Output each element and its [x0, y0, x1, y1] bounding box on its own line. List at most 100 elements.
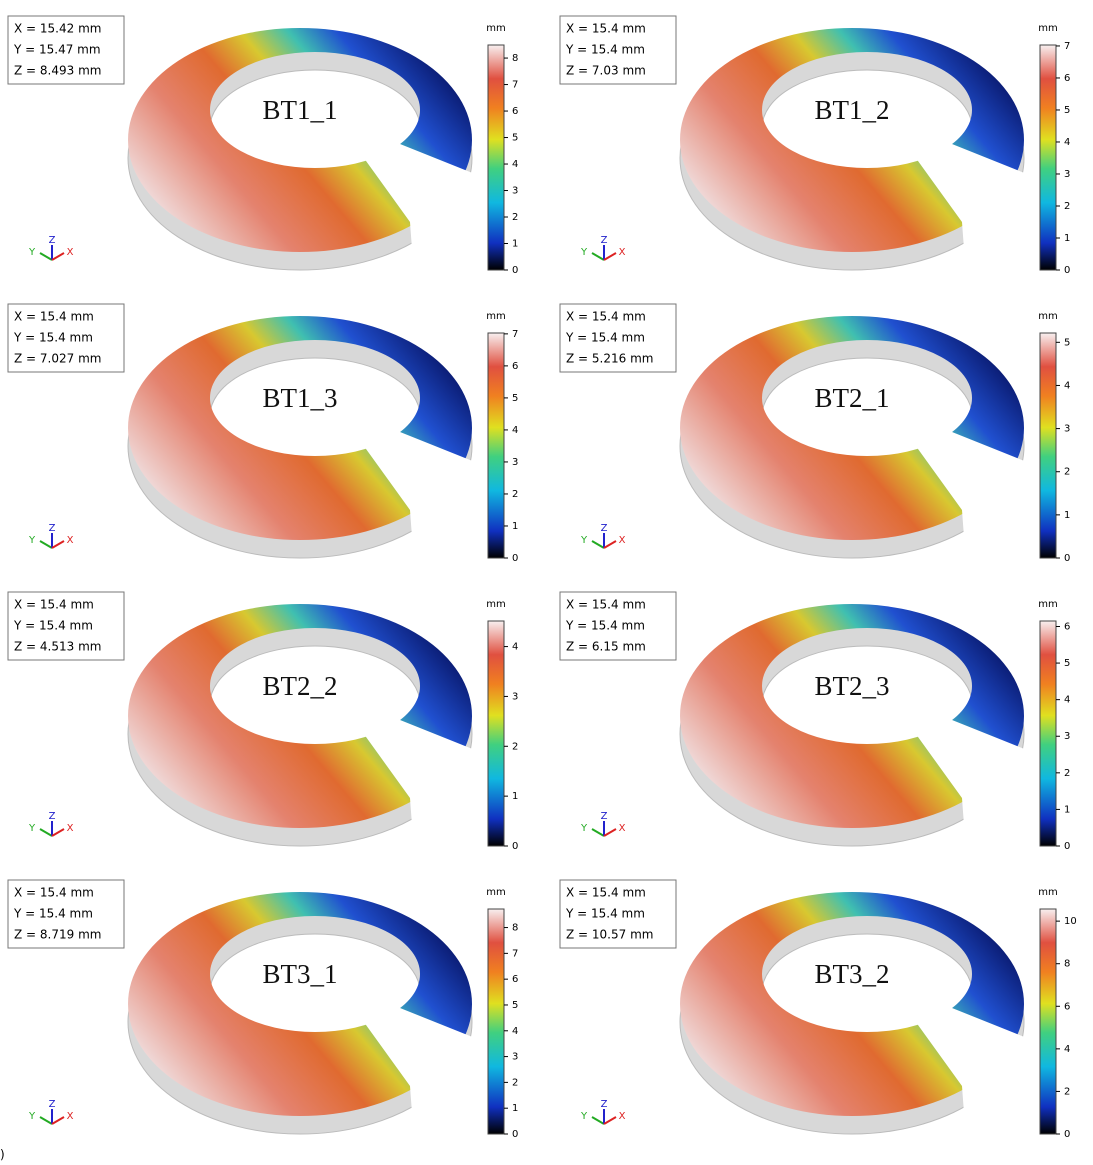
- colorbar-tick-label: 3: [512, 691, 518, 702]
- colorbar-tick-label: 7: [512, 329, 518, 340]
- ring-gap: [335, 118, 490, 290]
- ring-surface: [127, 603, 472, 829]
- triad-label: X: [619, 535, 626, 546]
- colorbar-unit: mm: [486, 311, 505, 322]
- colorbar-tick-label: 4: [1064, 137, 1070, 148]
- ring-gap: [887, 694, 1042, 866]
- readout-line: Z = 8.719 mm: [14, 928, 101, 942]
- colorbar-tick-label: 4: [1064, 380, 1070, 391]
- colorbar-tick-label: 1: [512, 791, 518, 802]
- readout-line: Z = 6.15 mm: [566, 640, 646, 654]
- triad-y: [39, 828, 53, 837]
- panel: X = 15.4 mm Y = 15.4 mm Z = 4.513 mm BT2_2 m…: [7, 591, 518, 866]
- colorbar: [487, 44, 505, 271]
- readout-line: Y = 15.4 mm: [13, 907, 93, 921]
- colorbar-unit: mm: [1038, 311, 1057, 322]
- triad-label: X: [619, 1111, 626, 1122]
- ring-gap: [335, 694, 490, 866]
- readout-line: Z = 8.493 mm: [14, 64, 101, 78]
- colorbar-tick-label: 3: [1064, 731, 1070, 742]
- readout-box: [7, 15, 125, 85]
- colorbar-tick-label: 4: [512, 642, 518, 653]
- colorbar-tick-label: 0: [1064, 1129, 1070, 1140]
- sample-label: BT1_3: [262, 383, 337, 413]
- readout-line: X = 15.4 mm: [566, 598, 646, 612]
- colorbar-tick-label: 7: [512, 948, 518, 959]
- colorbar-tick-label: 0: [1064, 553, 1070, 564]
- colorbar-tick-label: 7: [1064, 41, 1070, 52]
- readout-box: [7, 879, 125, 949]
- triad-y: [591, 540, 605, 549]
- colorbar-unit: mm: [1038, 23, 1057, 34]
- colorbar-tick-label: 0: [512, 1129, 518, 1140]
- colorbar-tick-label: 5: [512, 1000, 518, 1011]
- triad-x: [51, 828, 65, 837]
- triad-label: Y: [580, 1111, 588, 1122]
- colorbar-tick-label: 2: [512, 1077, 518, 1088]
- ring-gap: [887, 982, 1042, 1154]
- sample-label: BT2_3: [814, 671, 889, 701]
- colorbar-tick-label: 6: [512, 361, 518, 372]
- colorbar-unit: mm: [486, 599, 505, 610]
- readout-line: Z = 7.03 mm: [566, 64, 646, 78]
- panel: X = 15.4 mm Y = 15.4 mm Z = 7.03 mm BT1_2 mm…: [559, 15, 1070, 290]
- triad-label: Z: [601, 235, 608, 246]
- ring-gap: [335, 982, 490, 1154]
- triad-x: [51, 252, 65, 261]
- triad-label: X: [619, 247, 626, 258]
- readout-line: Z = 10.57 mm: [566, 928, 653, 942]
- panel: X = 15.4 mm Y = 15.4 mm Z = 6.15 mm BT2_3 mm…: [559, 591, 1070, 866]
- triad-label: Y: [580, 823, 588, 834]
- sample-label: BT3_2: [814, 959, 889, 989]
- readout-line: Z = 5.216 mm: [566, 352, 653, 366]
- colorbar-tick-label: 0: [512, 265, 518, 276]
- triad-x: [51, 1116, 65, 1125]
- readout-line: X = 15.4 mm: [14, 598, 94, 612]
- colorbar-tick-label: 0: [1064, 265, 1070, 276]
- triad-label: Y: [28, 1111, 36, 1122]
- triad-label: Y: [28, 535, 36, 546]
- ring-surface: [679, 315, 1024, 541]
- readout-line: Y = 15.47 mm: [13, 43, 101, 57]
- readout-box: [559, 879, 677, 949]
- colorbar-tick-label: 4: [512, 159, 518, 170]
- colorbar-tick-label: 4: [1064, 695, 1070, 706]
- colorbar-tick-label: 3: [1064, 169, 1070, 180]
- colorbar-tick-label: 0: [512, 841, 518, 852]
- colorbar-tick-label: 1: [1064, 233, 1070, 244]
- triad-x: [603, 252, 617, 261]
- colorbar: [487, 908, 505, 1135]
- ring-gap: [887, 406, 1042, 578]
- triad-label: Z: [49, 523, 56, 534]
- readout-box: [559, 303, 677, 373]
- colorbar: [1039, 908, 1057, 1135]
- panel: X = 15.4 mm Y = 15.4 mm Z = 8.719 mm BT3_1 m…: [7, 879, 518, 1154]
- ring-gap: [887, 118, 1042, 290]
- colorbar-unit: mm: [486, 887, 505, 898]
- colorbar-tick-label: 1: [512, 1103, 518, 1114]
- colorbar-tick-label: 7: [512, 80, 518, 91]
- readout-line: X = 15.4 mm: [566, 310, 646, 324]
- colorbar: [487, 332, 505, 559]
- ring-surface: [127, 891, 472, 1117]
- colorbar-tick-label: 2: [512, 212, 518, 223]
- colorbar-tick-label: 2: [512, 741, 518, 752]
- readout-box: [7, 591, 125, 661]
- colorbar: [1039, 332, 1057, 559]
- triad-label: Y: [580, 535, 588, 546]
- colorbar-unit: mm: [1038, 887, 1057, 898]
- sample-label: BT1_2: [814, 95, 889, 125]
- colorbar-tick-label: 8: [1064, 959, 1070, 970]
- readout-line: Y = 15.4 mm: [13, 619, 93, 633]
- triad-y: [39, 1116, 53, 1125]
- readout-line: X = 15.4 mm: [566, 886, 646, 900]
- panel: X = 15.4 mm Y = 15.4 mm Z = 7.027 mm BT1_3 m…: [7, 303, 518, 578]
- colorbar-tick-label: 2: [1064, 201, 1070, 212]
- triad-y: [591, 828, 605, 837]
- triad-label: Z: [601, 523, 608, 534]
- readout-line: Z = 7.027 mm: [14, 352, 101, 366]
- colorbar-tick-label: 10: [1064, 916, 1077, 927]
- ring-surface: [679, 27, 1024, 253]
- colorbar-tick-label: 4: [512, 425, 518, 436]
- colorbar: [1039, 620, 1057, 847]
